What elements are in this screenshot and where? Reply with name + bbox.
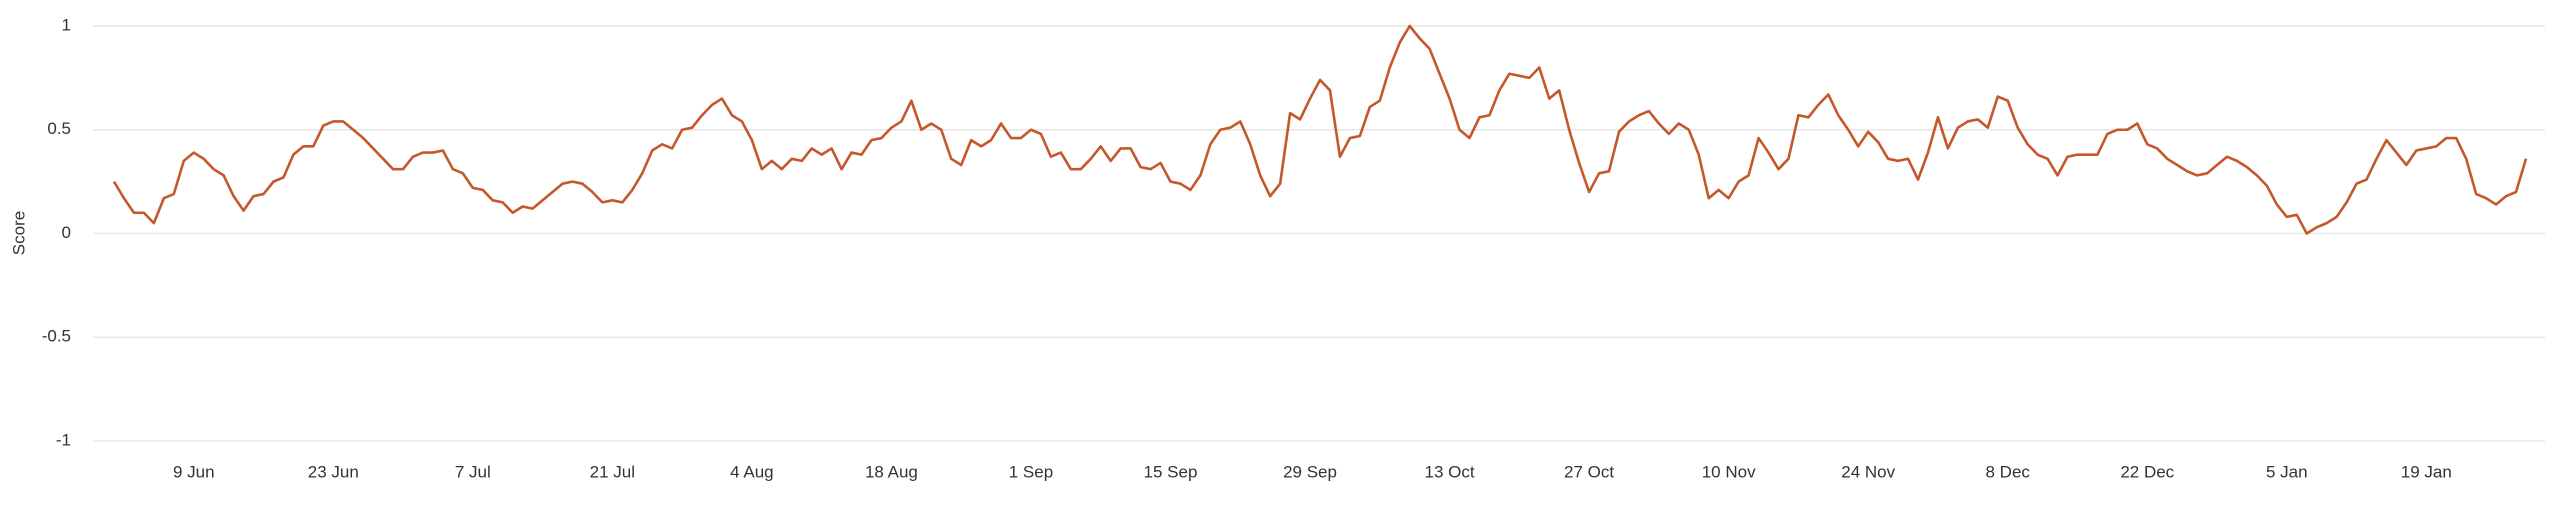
x-tick-label: 9 Jun — [173, 462, 215, 481]
x-tick-label: 18 Aug — [865, 462, 918, 481]
x-tick-label: 1 Sep — [1009, 462, 1053, 481]
y-tick-label: 0.5 — [47, 119, 71, 138]
x-tick-label: 15 Sep — [1144, 462, 1198, 481]
y-axis-label: Score — [9, 211, 28, 255]
y-tick-label: -1 — [56, 430, 71, 449]
x-tick-label: 29 Sep — [1283, 462, 1337, 481]
x-tick-label: 27 Oct — [1564, 462, 1614, 481]
data-line — [112, 24, 2528, 235]
y-tick-label: 0 — [62, 223, 71, 242]
x-tick-label: 23 Jun — [308, 462, 359, 481]
x-tick-label: 10 Nov — [1702, 462, 1756, 481]
y-tick-label: 1 — [62, 15, 71, 34]
x-tick-label: 8 Dec — [1986, 462, 2031, 481]
x-tick-label: 24 Nov — [1841, 462, 1895, 481]
x-tick-label: 4 Aug — [730, 462, 774, 481]
x-tick-label: 5 Jan — [2266, 462, 2308, 481]
x-tick-label: 21 Jul — [590, 462, 635, 481]
x-tick-label: 22 Dec — [2120, 462, 2174, 481]
x-tick-label: 19 Jan — [2401, 462, 2452, 481]
x-tick-label: 7 Jul — [455, 462, 491, 481]
y-tick-label: -0.5 — [42, 327, 71, 346]
x-tick-label: 13 Oct — [1425, 462, 1475, 481]
